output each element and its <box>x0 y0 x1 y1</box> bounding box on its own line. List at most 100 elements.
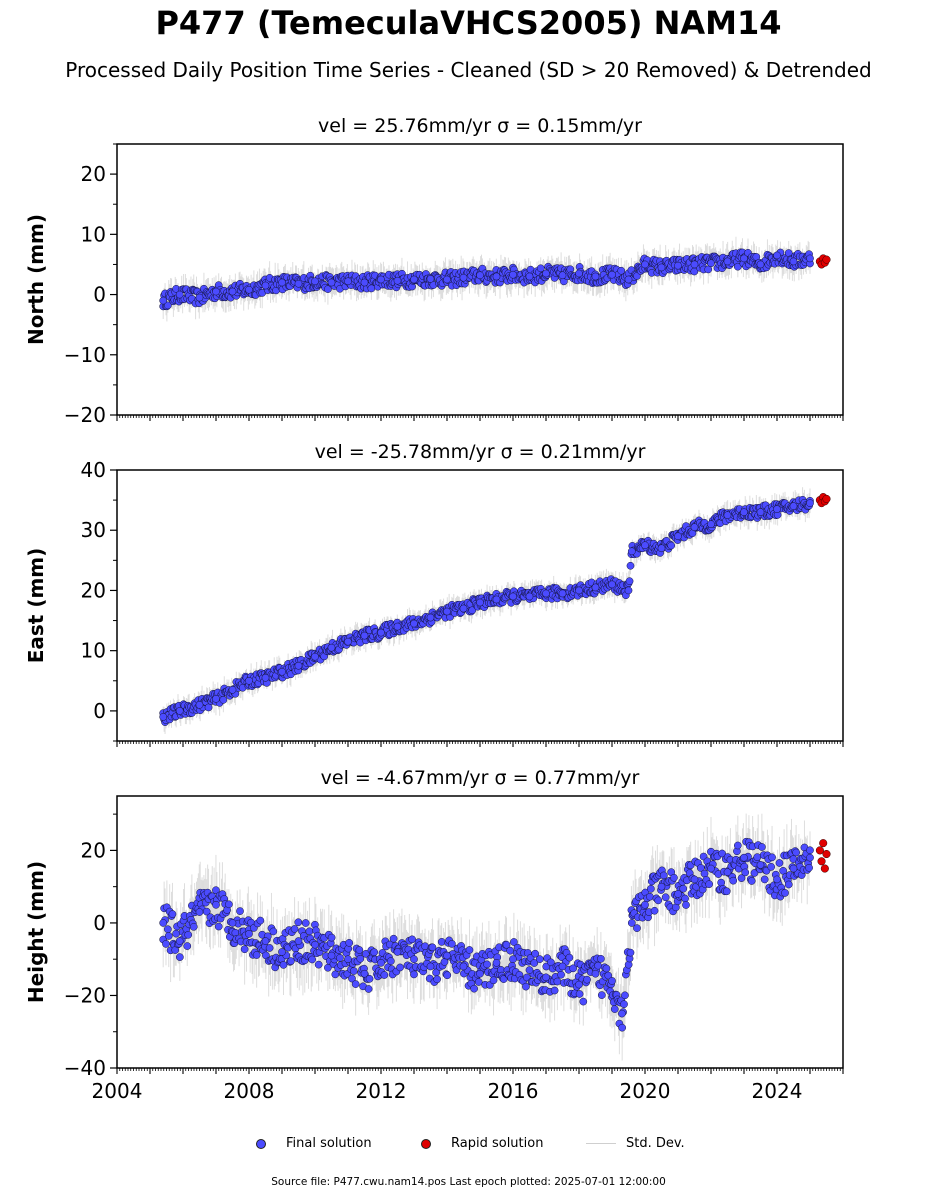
final-point <box>305 927 314 936</box>
final-point <box>448 940 456 948</box>
final-point <box>261 673 270 682</box>
final-point <box>172 929 181 938</box>
final-point <box>558 962 567 971</box>
final-point <box>278 278 286 287</box>
final-point <box>806 499 814 507</box>
final-point <box>311 940 319 949</box>
final-point <box>509 592 517 601</box>
final-point <box>502 940 511 949</box>
final-point <box>602 964 611 973</box>
final-point <box>740 853 748 862</box>
final-point <box>753 853 762 862</box>
final-point <box>393 948 402 956</box>
final-point <box>705 880 713 888</box>
final-point <box>604 971 613 980</box>
final-point <box>393 622 402 631</box>
final-point <box>756 861 765 869</box>
final-point <box>661 893 670 902</box>
final-point <box>348 974 356 983</box>
rapid-point <box>817 857 826 866</box>
final-point <box>269 927 278 936</box>
final-point <box>314 960 323 969</box>
final-point <box>219 696 228 704</box>
final-point <box>225 900 233 909</box>
final-point <box>195 908 204 916</box>
final-point <box>228 685 237 694</box>
final-point <box>679 884 688 893</box>
y-axis-label: North (mm) <box>24 214 48 345</box>
final-point <box>489 976 498 985</box>
final-point <box>597 991 606 999</box>
final-point <box>641 260 649 269</box>
final-point <box>674 532 682 541</box>
final-point <box>674 261 682 270</box>
final-point <box>707 864 715 873</box>
final-point <box>781 889 789 897</box>
final-point <box>327 278 336 287</box>
final-point <box>789 864 798 873</box>
final-point <box>492 272 501 281</box>
final-point <box>723 868 732 877</box>
y-tick-label: 10 <box>81 639 106 663</box>
final-point <box>349 967 358 975</box>
final-point <box>256 916 265 925</box>
final-point <box>681 894 689 903</box>
final-point <box>733 841 742 850</box>
y-tick-label: 20 <box>81 162 106 186</box>
final-point <box>214 922 223 931</box>
plot-area <box>159 487 831 734</box>
final-point <box>723 257 732 266</box>
final-point <box>617 266 626 275</box>
final-point <box>646 884 655 893</box>
final-point <box>621 991 629 1000</box>
final-point <box>654 896 663 905</box>
final-point <box>279 961 288 969</box>
final-point <box>212 287 220 296</box>
final-point <box>696 864 705 872</box>
final-point <box>773 251 781 260</box>
final-point <box>784 880 793 889</box>
final-point <box>690 260 699 269</box>
final-point <box>468 606 477 615</box>
final-point <box>618 1023 627 1032</box>
final-point <box>553 977 562 986</box>
y-tick-label: 20 <box>81 578 106 602</box>
final-point <box>535 955 544 963</box>
final-point <box>428 943 437 952</box>
final-point <box>380 971 389 979</box>
time-series-chart: −20 −10 0 10 20 vel = 25.76mm/yr σ = 0.15mm/y… <box>24 115 844 1103</box>
final-point <box>747 877 756 885</box>
final-point <box>558 271 567 280</box>
panel-title: vel = 25.76mm/yr σ = 0.15mm/yr <box>318 115 642 137</box>
final-point <box>522 982 530 991</box>
final-point <box>805 863 813 872</box>
final-point <box>525 592 534 601</box>
final-point <box>492 958 501 967</box>
final-point <box>344 637 352 646</box>
y-tick-label: 30 <box>81 518 106 542</box>
final-point <box>575 586 583 595</box>
final-point <box>189 922 198 931</box>
final-point <box>682 901 690 909</box>
final-point <box>510 938 518 946</box>
final-point <box>626 948 635 957</box>
final-point <box>278 948 286 956</box>
final-point <box>377 958 385 967</box>
final-point <box>159 713 168 721</box>
panel-1: −20 −10 0 10 20 vel = 25.76mm/yr σ = 0.15mm/y… <box>24 115 844 427</box>
rapid-point <box>820 864 829 873</box>
final-point <box>542 269 550 278</box>
final-point <box>345 939 354 947</box>
final-point <box>327 643 336 652</box>
final-point <box>792 848 800 857</box>
final-point <box>690 875 699 884</box>
final-point <box>168 910 177 918</box>
y-tick-label: −20 <box>64 983 106 1007</box>
final-point <box>470 984 478 993</box>
final-point <box>459 604 468 613</box>
final-point <box>301 919 310 927</box>
page-subtitle: Processed Daily Position Time Series - C… <box>65 58 872 82</box>
final-point <box>236 907 244 915</box>
final-point <box>506 946 515 955</box>
y-tick-label: 0 <box>93 911 106 935</box>
